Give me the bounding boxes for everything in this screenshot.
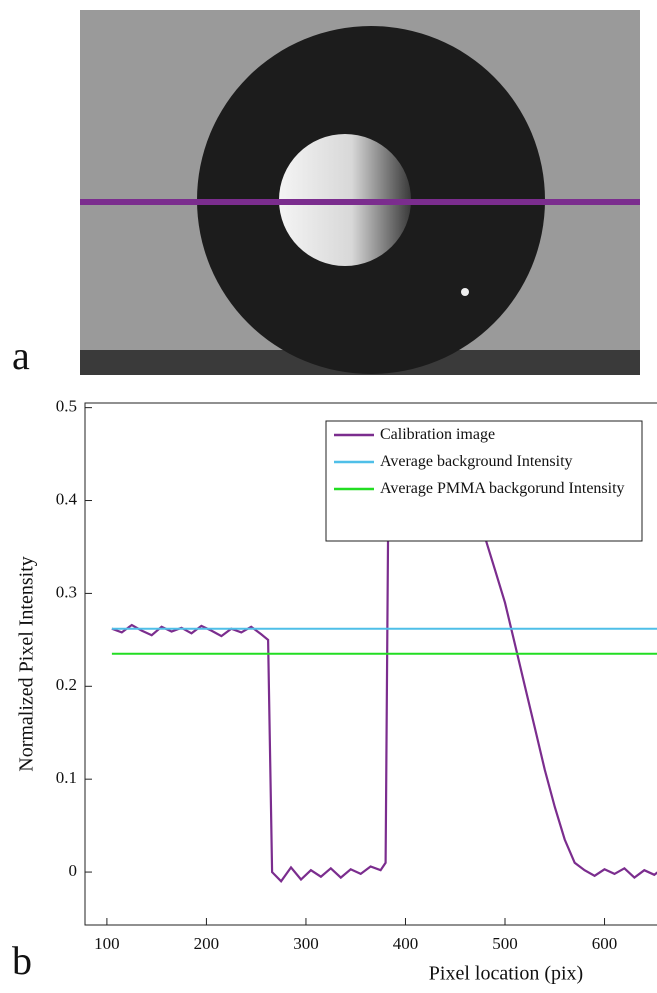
x-tick-label: 400 <box>393 934 419 953</box>
y-tick-label: 0 <box>69 861 78 880</box>
legend-entry: Calibration image <box>380 426 496 443</box>
panel-label: b <box>12 938 32 983</box>
legend-box <box>325 420 643 542</box>
legend-label: Average background Intensity <box>380 453 573 470</box>
x-tick-label: 100 <box>94 934 120 953</box>
y-axis-label: Normalized Pixel Intensity <box>16 556 38 772</box>
legend-label: Calibration image <box>380 426 496 443</box>
panel-label: a <box>12 333 30 378</box>
plot-frame <box>84 402 657 926</box>
y-tick-label: 0.1 <box>56 768 77 787</box>
y-tick-label: 0.5 <box>56 397 77 416</box>
x-axis-label: Pixel location (pix) <box>429 963 583 985</box>
x-tick-label: 500 <box>492 934 518 953</box>
legend-entry: Average PMMA backgorund Intensity <box>380 480 625 497</box>
x-tick-label: 600 <box>592 934 618 953</box>
legend-label: Average PMMA backgorund Intensity <box>380 480 625 497</box>
legend-entry: Average background Intensity <box>380 453 573 470</box>
y-tick-label: 0.3 <box>56 582 77 601</box>
y-tick-label: 0.2 <box>56 675 77 694</box>
x-tick-label: 200 <box>194 934 220 953</box>
x-tick-label: 300 <box>293 934 319 953</box>
photo <box>80 10 640 375</box>
y-tick-label: 0.4 <box>56 489 78 508</box>
